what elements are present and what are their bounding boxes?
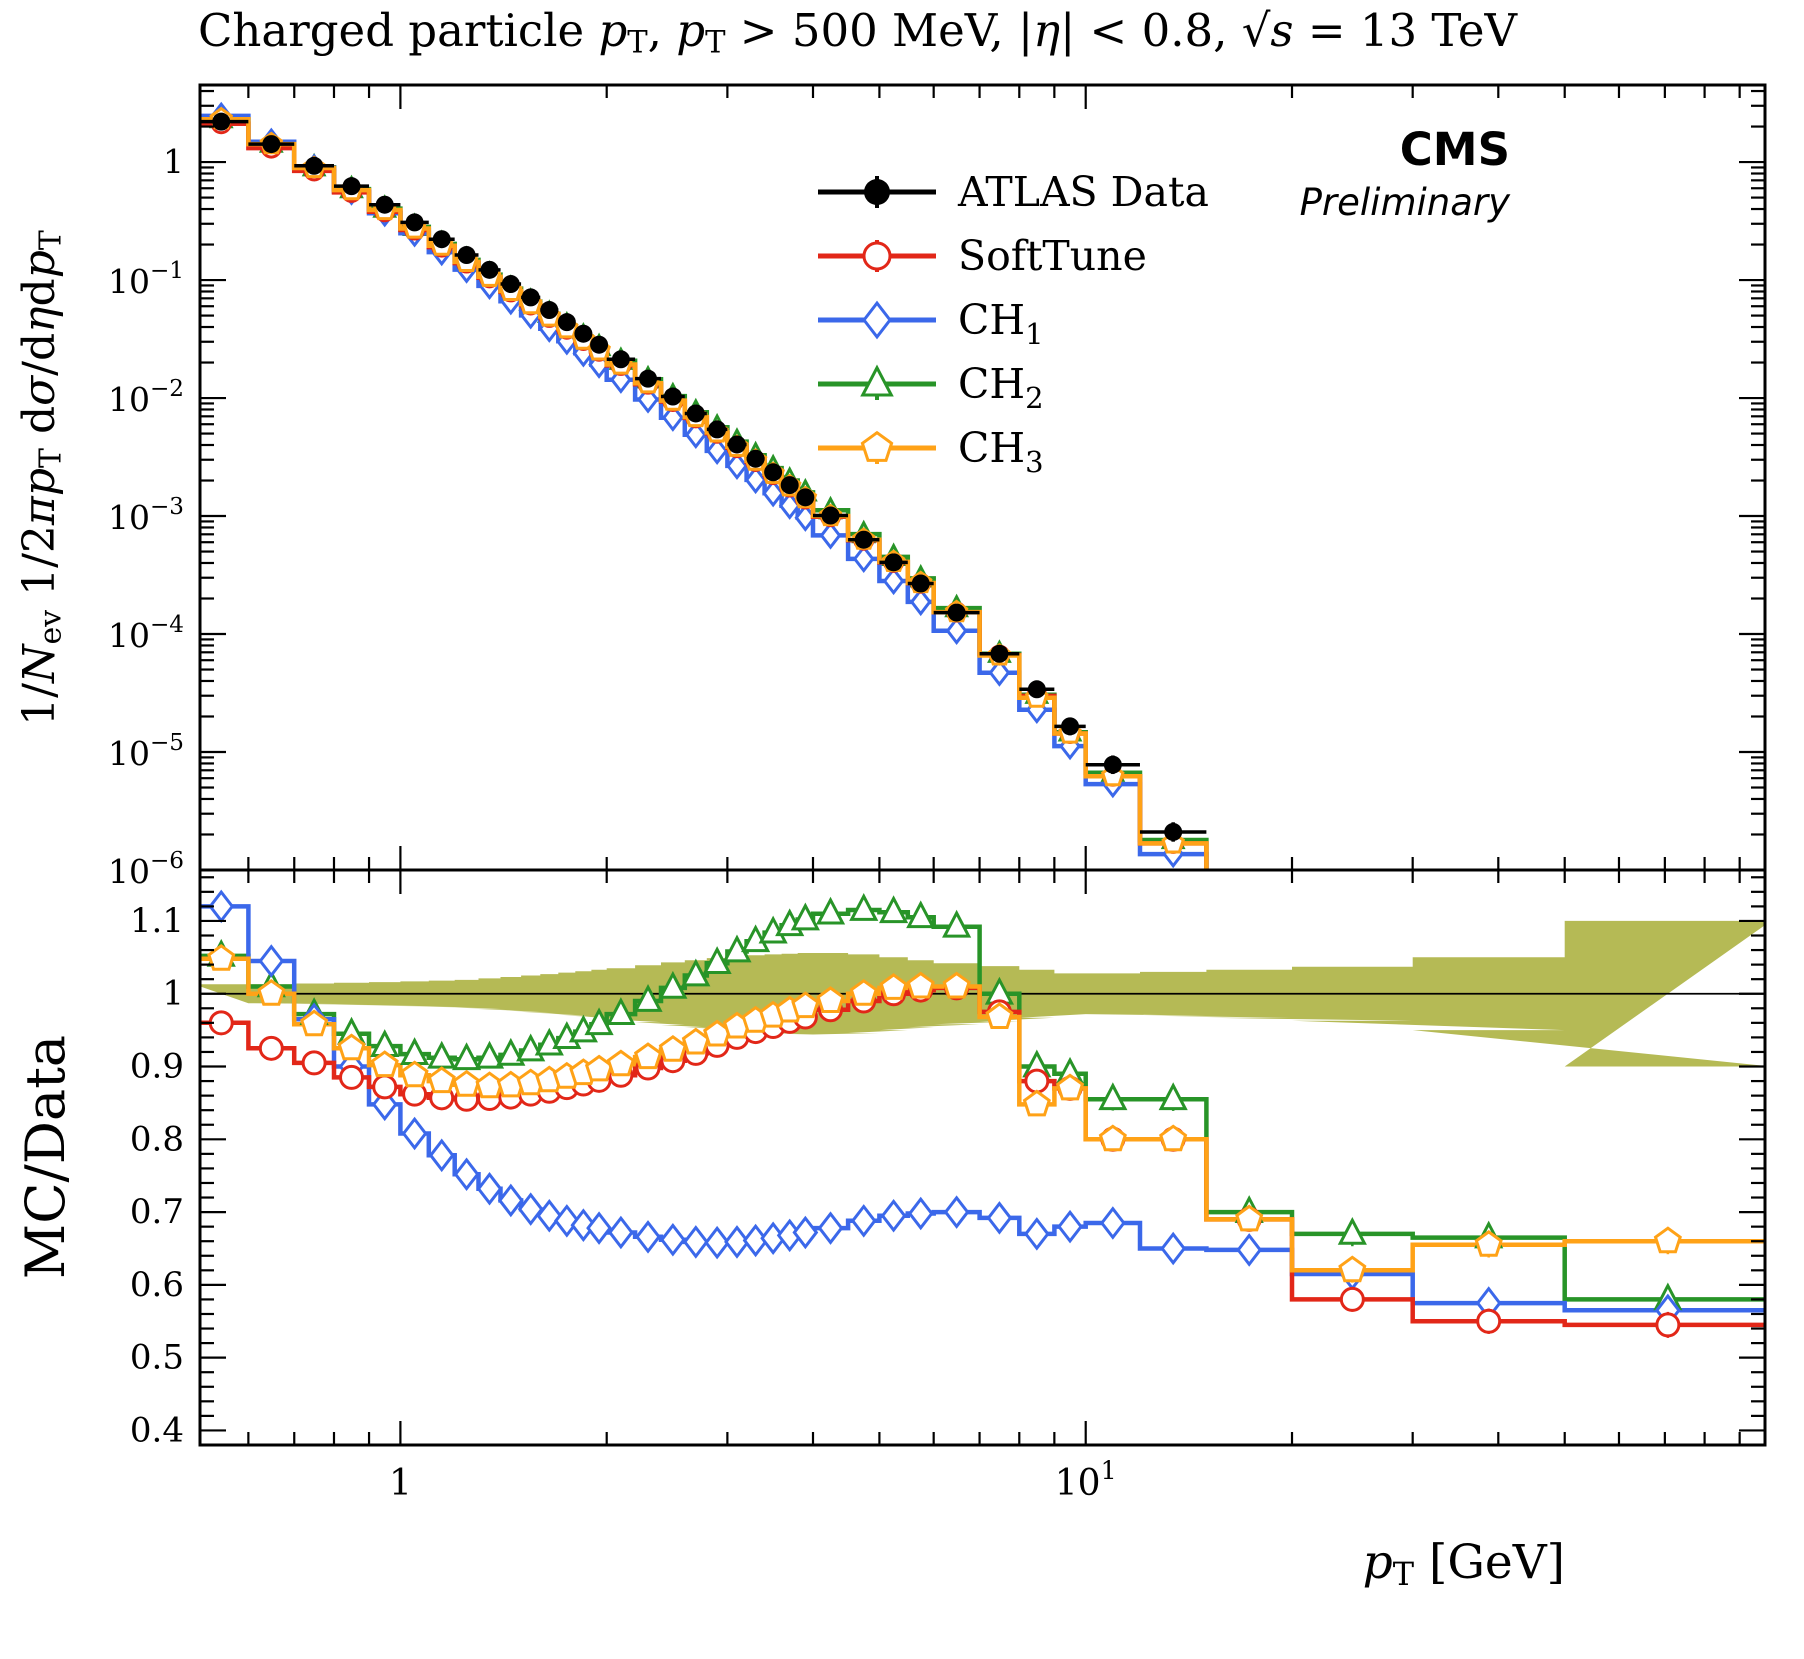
- legend-label: SoftTune: [958, 232, 1147, 280]
- svg-text:0.4: 0.4: [130, 1410, 184, 1450]
- experiment-sublabel: Preliminary: [1299, 181, 1510, 224]
- chart-title: Charged particle pT, pT > 500 MeV, |η| <…: [198, 4, 1518, 61]
- svg-text:1: 1: [163, 142, 184, 181]
- svg-text:0.9: 0.9: [130, 1047, 184, 1087]
- ratio-markers-CH1: [208, 889, 1681, 1328]
- experiment-label: CMS: [1399, 123, 1510, 176]
- legend-label: CH1: [958, 296, 1044, 351]
- ratio-markers-CH3: [207, 943, 1682, 1283]
- svg-text:1.1: 1.1: [130, 901, 184, 941]
- svg-text:1: 1: [162, 974, 184, 1014]
- legend-entry-CH1: CH1: [818, 296, 1044, 351]
- legend-label: CH2: [958, 360, 1044, 415]
- svg-text:101: 101: [1055, 1456, 1117, 1504]
- legend-entry-ATLAS Data: ATLAS Data: [818, 168, 1209, 216]
- x-axis-label: pT [GeV]: [1362, 1535, 1565, 1594]
- legend-entry-SoftTune: SoftTune: [818, 232, 1147, 280]
- svg-text:10−3: 10−3: [108, 494, 184, 537]
- legend-entry-CH2: CH2: [818, 360, 1044, 415]
- svg-text:10−5: 10−5: [108, 730, 184, 773]
- legend-label: CH3: [958, 424, 1044, 479]
- svg-text:0.8: 0.8: [130, 1119, 184, 1159]
- svg-text:0.6: 0.6: [130, 1265, 184, 1305]
- axis-tick-labels: 1 10−1 10−2 10−3 10−4 10−5 10−6 0.4 0.5 0.6 0.7 0.8…: [108, 142, 1117, 1504]
- ratio-panel-frame: [198, 868, 1767, 1447]
- legend-entry-CH3: CH3: [818, 424, 1044, 479]
- legend: ATLAS Data SoftTune CH1 CH2 CH3: [818, 168, 1209, 479]
- svg-text:1: 1: [389, 1463, 412, 1504]
- svg-text:0.5: 0.5: [130, 1338, 184, 1378]
- svg-text:10−6: 10−6: [108, 848, 184, 891]
- data-points: [200, 112, 1207, 842]
- svg-text:10−1: 10−1: [108, 258, 184, 301]
- legend-label: ATLAS Data: [957, 168, 1209, 216]
- svg-text:10−2: 10−2: [108, 376, 184, 419]
- ratio-panel: [200, 889, 1765, 1338]
- svg-text:10−4: 10−4: [108, 612, 184, 655]
- svg-text:0.7: 0.7: [130, 1192, 184, 1232]
- axis-ticks: [200, 85, 1765, 1447]
- top-panel: [200, 101, 1209, 870]
